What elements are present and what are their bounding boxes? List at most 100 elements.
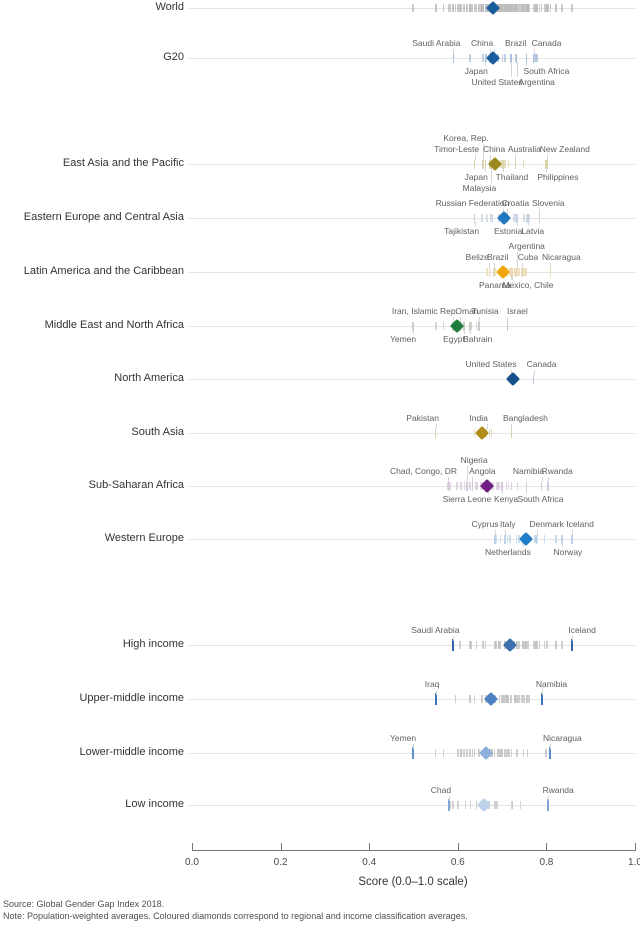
country-label: Rwanda <box>542 785 574 795</box>
label-leader-line <box>522 263 524 268</box>
country-tick <box>499 749 501 757</box>
labeled-country-tick <box>532 53 535 63</box>
country-tick <box>555 641 557 649</box>
country-tick <box>528 214 530 222</box>
row-label: North America <box>114 372 184 384</box>
labeled-country-tick <box>546 159 548 169</box>
country-tick <box>460 4 462 12</box>
country-label: Iceland <box>566 519 594 529</box>
country-label: China <box>471 38 494 48</box>
country-tick <box>511 4 514 12</box>
country-tick <box>482 641 484 649</box>
country-tick <box>507 695 509 703</box>
country-tick <box>514 695 517 703</box>
label-leader-line <box>539 209 541 214</box>
country-label: Saudi Arabia <box>411 625 460 635</box>
country-tick <box>543 4 546 12</box>
country-tick <box>501 749 503 757</box>
country-tick <box>527 4 529 12</box>
country-tick <box>543 535 546 543</box>
country-tick <box>561 641 563 649</box>
label-leader-line <box>493 263 495 268</box>
country-tick <box>536 641 538 649</box>
labeled-country-tick <box>447 799 450 811</box>
country-tick <box>523 268 525 276</box>
country-tick <box>469 54 471 62</box>
label-leader-line <box>448 477 450 482</box>
country-tick <box>457 801 459 809</box>
labeled-country-tick <box>469 321 471 331</box>
country-tick <box>535 535 537 543</box>
country-tick <box>460 749 462 757</box>
country-tick <box>449 4 452 12</box>
country-tick <box>507 749 510 757</box>
country-label: Estonia <box>493 226 523 236</box>
country-tick <box>510 482 513 490</box>
label-leader-line <box>511 276 513 280</box>
label-leader-line <box>485 168 487 172</box>
row-baseline <box>189 218 635 219</box>
labeled-country-tick <box>434 428 437 438</box>
country-tick <box>475 801 478 809</box>
country-tick <box>507 4 510 12</box>
country-tick <box>471 749 474 757</box>
country-tick <box>518 695 520 703</box>
row-label: Upper-middle income <box>79 692 184 704</box>
country-tick <box>532 4 535 12</box>
country-tick <box>535 4 537 12</box>
country-label: South Africa <box>517 494 564 504</box>
label-leader-line <box>526 490 528 494</box>
row-baseline <box>189 539 635 540</box>
labeled-country-tick <box>514 159 517 169</box>
country-tick <box>546 4 548 12</box>
row-label: G20 <box>163 51 184 63</box>
labeled-country-tick <box>510 53 512 63</box>
label-leader-line <box>526 62 528 66</box>
labeled-country-tick <box>473 159 476 169</box>
row-baseline <box>189 699 635 700</box>
x-axis-tick-label: 0.4 <box>362 857 377 868</box>
country-tick <box>534 54 536 62</box>
row-label: High income <box>122 638 184 650</box>
row-label: Middle East and North Africa <box>44 319 184 331</box>
labeled-country-tick <box>561 534 563 544</box>
label-leader-line <box>546 155 548 160</box>
row-baseline <box>189 164 635 165</box>
labeled-country-tick <box>447 481 450 491</box>
label-leader-line <box>516 62 518 77</box>
country-label: Iceland <box>568 625 596 635</box>
country-tick <box>473 695 476 703</box>
label-leader-line <box>464 330 465 334</box>
label-leader-line <box>510 62 512 77</box>
labeled-country-tick <box>547 799 550 811</box>
label-leader-line <box>511 424 513 429</box>
country-label: Chad <box>430 785 452 795</box>
labeled-country-tick <box>510 267 512 277</box>
x-axis-tick <box>457 843 459 850</box>
country-tick <box>449 801 452 809</box>
labeled-country-tick <box>535 534 538 544</box>
label-leader-line <box>545 168 547 172</box>
label-leader-line <box>572 636 574 641</box>
country-label: Bangladesh <box>502 413 548 423</box>
country-tick <box>481 695 483 703</box>
country-label: Brazil <box>487 252 509 262</box>
country-label: Namibia <box>535 679 568 689</box>
country-tick <box>519 801 521 809</box>
label-leader-line <box>469 330 471 334</box>
country-tick <box>516 641 518 649</box>
labeled-country-tick <box>478 321 480 331</box>
country-tick <box>546 641 548 649</box>
country-label: Bahrain <box>463 334 493 344</box>
average-diamond <box>505 371 520 387</box>
country-tick <box>488 429 490 437</box>
country-tick <box>518 4 520 12</box>
country-tick <box>480 4 482 12</box>
country-tick <box>528 695 530 703</box>
country-label: Oman <box>455 306 479 316</box>
labeled-country-tick <box>545 159 547 169</box>
country-label: Canada <box>526 359 557 369</box>
country-tick <box>502 4 504 12</box>
country-tick <box>523 4 525 12</box>
label-leader-line <box>436 690 438 695</box>
